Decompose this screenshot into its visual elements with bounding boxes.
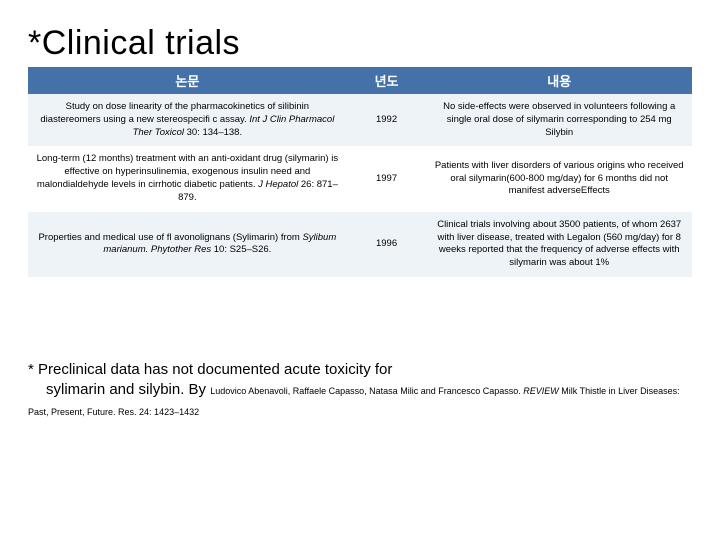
- ref-authors: Ludovico Abenavoli, Raffaele Capasso, Na…: [210, 386, 523, 396]
- paper-tail: 10: S25–S26.: [211, 244, 271, 255]
- paper-tail: 30: 134–138.: [184, 127, 242, 138]
- cell-paper: Long-term (12 months) treatment with an …: [28, 146, 347, 211]
- col-header-year: 년도: [347, 67, 427, 94]
- cell-year: 1992: [347, 94, 427, 146]
- cell-paper: Properties and medical use of fl avonoli…: [28, 212, 347, 277]
- paper-text: Properties and medical use of fl avonoli…: [38, 232, 302, 243]
- table-row: Properties and medical use of fl avonoli…: [28, 212, 692, 277]
- footnote-line1: * Preclinical data has not documented ac…: [28, 360, 692, 380]
- footnote-lead: sylimarin and silybin. By: [46, 381, 210, 398]
- cell-year: 1996: [347, 212, 427, 277]
- cell-desc: Patients with liver disorders of various…: [426, 146, 692, 211]
- col-header-desc: 내용: [426, 67, 692, 94]
- footnote: * Preclinical data has not documented ac…: [28, 360, 692, 421]
- table-row: Study on dose linearity of the pharmacok…: [28, 94, 692, 146]
- cell-desc: No side-effects were observed in volunte…: [426, 94, 692, 146]
- cell-paper: Study on dose linearity of the pharmacok…: [28, 94, 347, 146]
- page-title: *Clinical trials: [28, 24, 692, 63]
- table-row: Long-term (12 months) treatment with an …: [28, 146, 692, 211]
- ref-title: REVIEW: [523, 386, 559, 396]
- paper-journal: J Hepatol: [258, 179, 298, 190]
- table-header-row: 논문 년도 내용: [28, 67, 692, 94]
- col-header-paper: 논문: [28, 67, 347, 94]
- clinical-trials-table: 논문 년도 내용 Study on dose linearity of the …: [28, 67, 692, 277]
- footnote-line2: sylimarin and silybin. By Ludovico Abena…: [28, 380, 692, 421]
- cell-desc: Clinical trials involving about 3500 pat…: [426, 212, 692, 277]
- cell-year: 1997: [347, 146, 427, 211]
